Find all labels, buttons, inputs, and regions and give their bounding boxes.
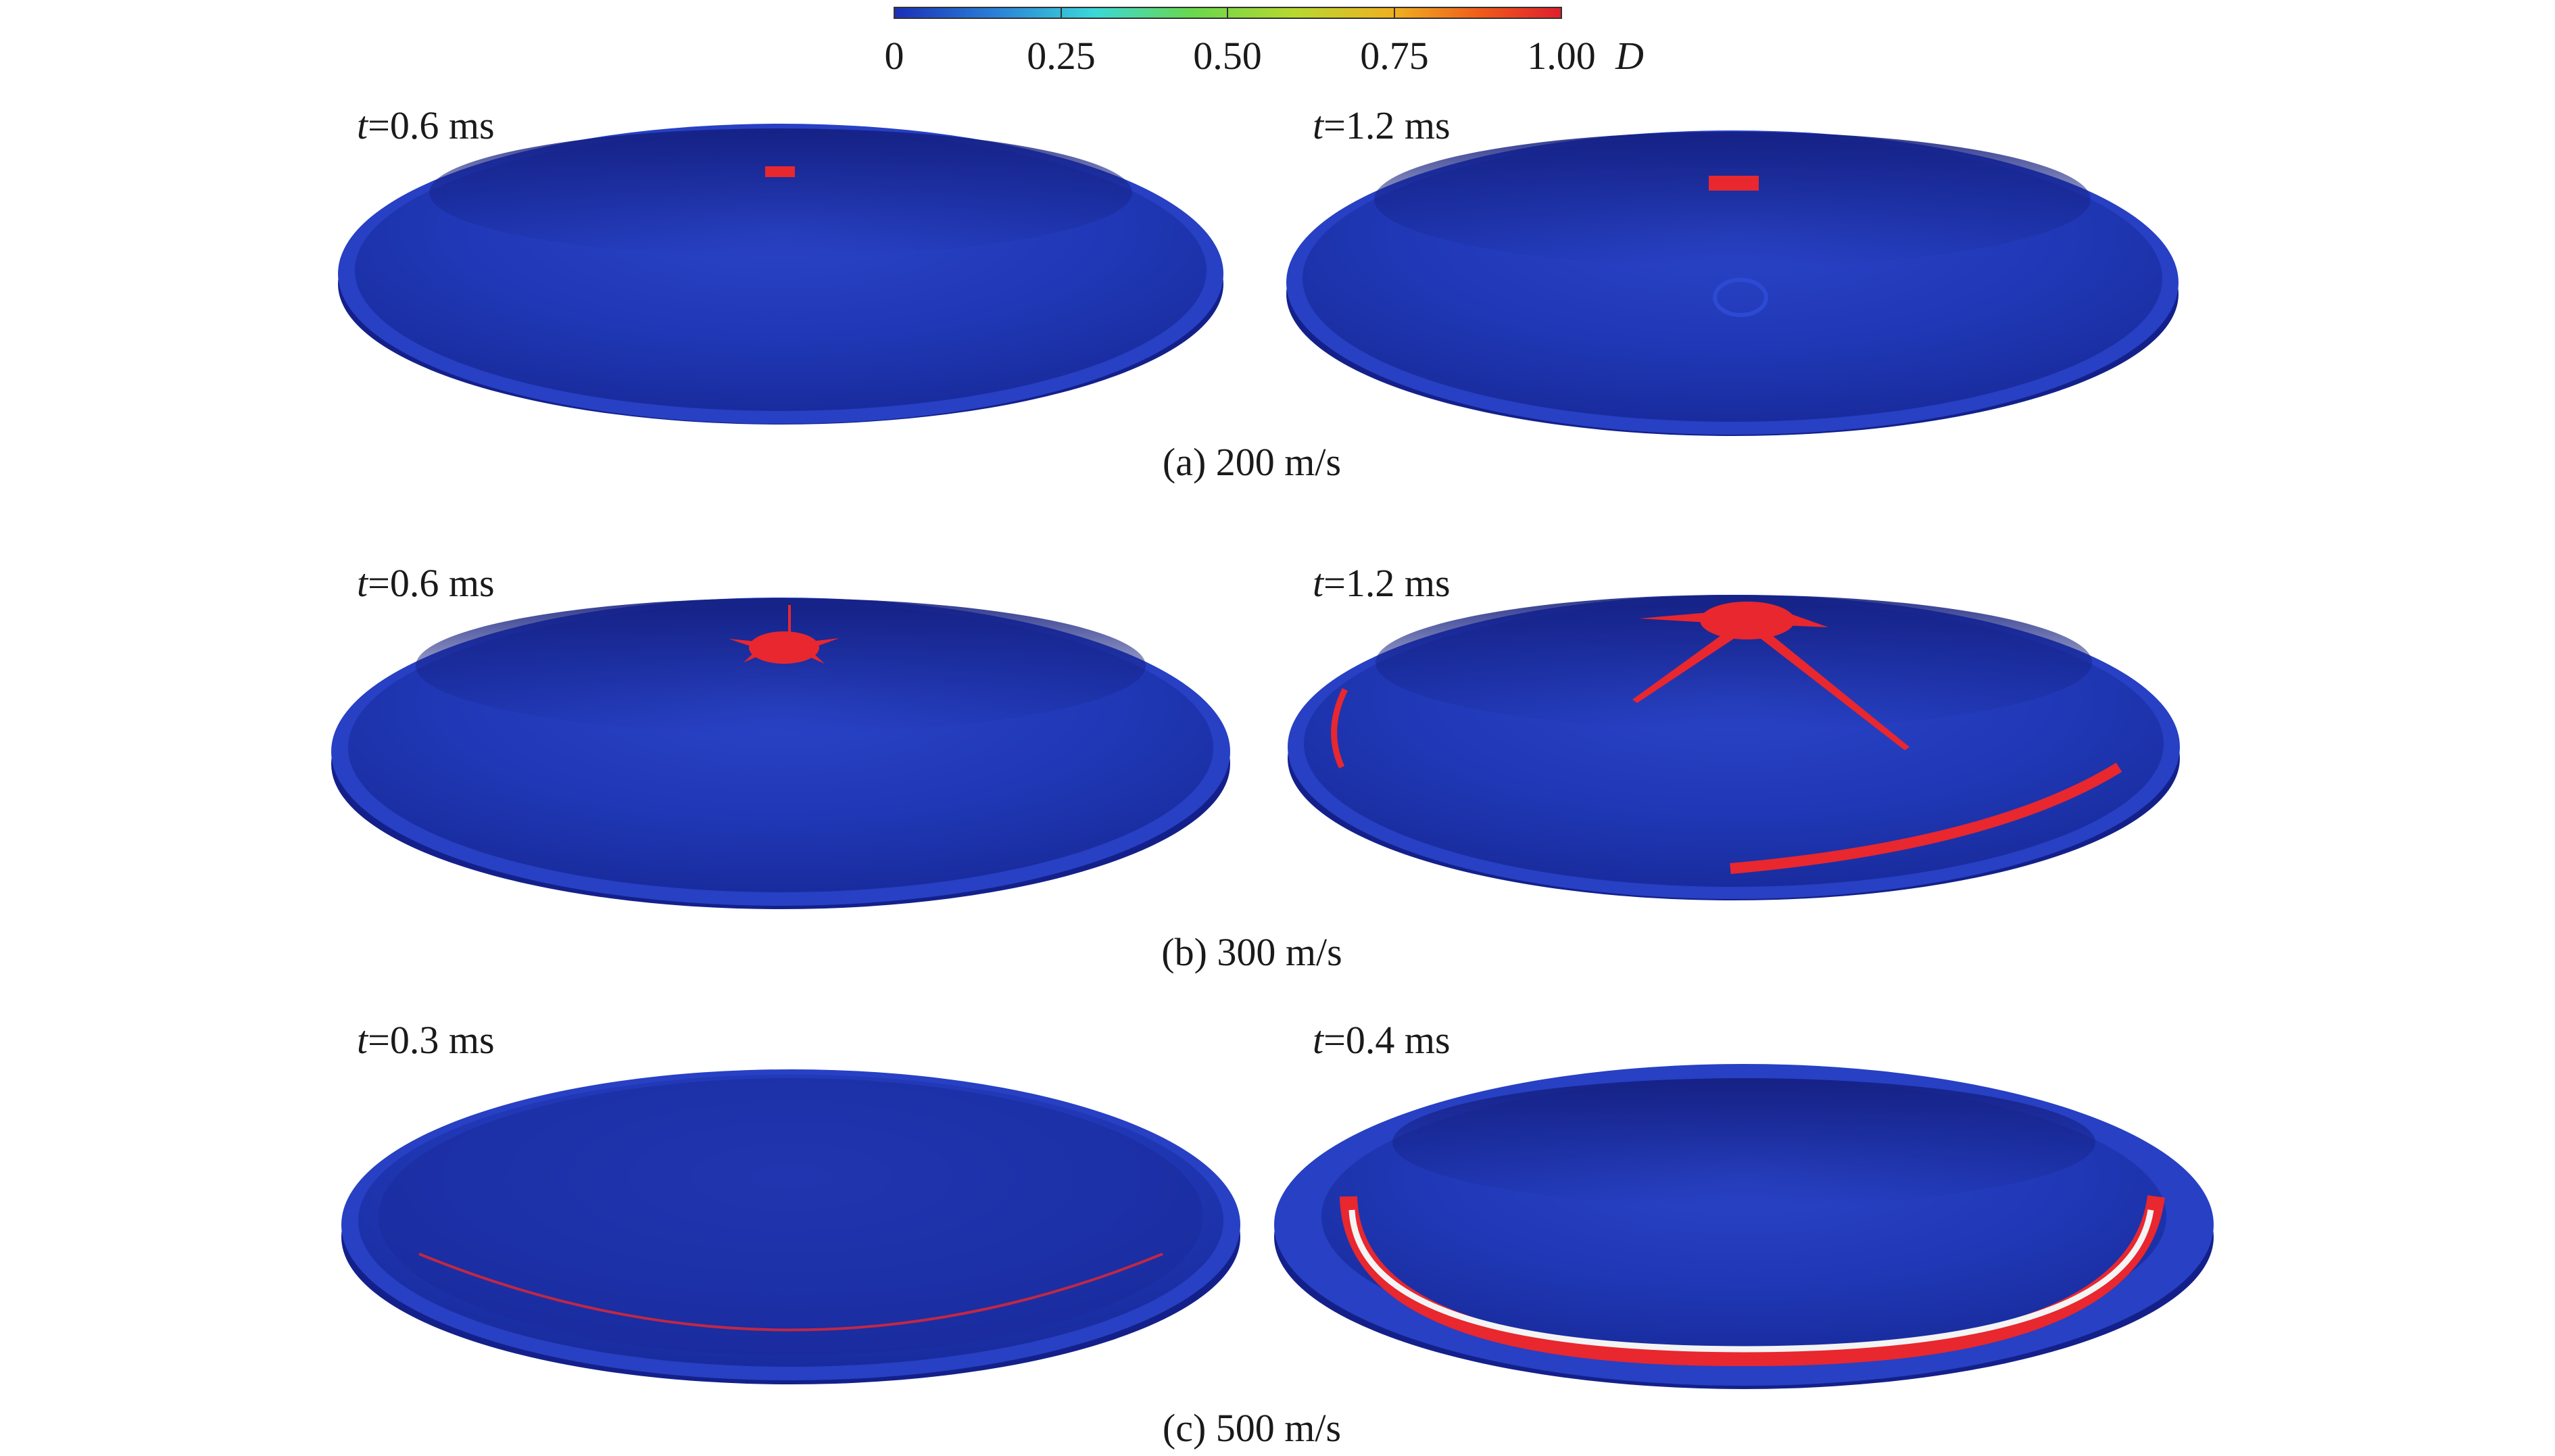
colorbar-variable: D — [1615, 34, 1644, 78]
time-label: t=0.6 ms — [357, 561, 495, 605]
plate — [1288, 595, 2180, 900]
plate — [1274, 1064, 2214, 1389]
damage-spot — [1709, 176, 1759, 191]
panel-c-left: t=0.3 ms — [341, 1018, 1240, 1384]
plate — [331, 598, 1230, 909]
damage-ring — [1340, 1195, 2165, 1367]
damage-ring — [418, 1253, 1163, 1332]
panel-a-left: t=0.6 ms — [338, 103, 1223, 424]
colorbar-tick-2: 0.50 — [1193, 34, 1262, 78]
time-label: t=0.6 ms — [357, 103, 495, 147]
damage-spot — [765, 166, 795, 177]
plate — [1286, 130, 2179, 436]
row-caption: (c) 500 m/s — [1163, 1406, 1341, 1450]
colorbar-tick-0: 0 — [885, 34, 904, 78]
panel-b-right: t=1.2 ms — [1288, 561, 2180, 900]
row-c: t=0.3 ms t=0.4 ms (c) 500 m/s — [341, 1018, 2214, 1450]
time-label: t=1.2 ms — [1313, 561, 1451, 605]
panel-a-right: t=1.2 ms — [1286, 103, 2179, 436]
time-label: t=0.3 ms — [357, 1018, 495, 1062]
row-b: t=0.6 ms t=1.2 ms — [331, 561, 2180, 974]
panel-b-left: t=0.6 ms — [331, 561, 1230, 909]
damage-cracks — [1331, 602, 2122, 874]
plate — [338, 124, 1223, 424]
colorbar-tick-3: 0.75 — [1360, 34, 1429, 78]
panel-c-right: t=0.4 ms — [1274, 1018, 2214, 1389]
damage-star — [729, 605, 840, 664]
row-caption: (b) 300 m/s — [1161, 930, 1342, 974]
colorbar-tick-1: 0.25 — [1027, 34, 1096, 78]
colorbar: 0 0.25 0.50 0.75 1.00 D — [885, 7, 1644, 78]
time-label: t=0.4 ms — [1313, 1018, 1451, 1062]
row-caption: (a) 200 m/s — [1163, 440, 1341, 484]
plate — [341, 1069, 1240, 1384]
row-a: t=0.6 ms t=1.2 ms (a) 200 m/s — [338, 103, 2179, 484]
colorbar-tick-4: 1.00 — [1527, 34, 1596, 78]
time-label: t=1.2 ms — [1313, 103, 1451, 147]
colorbar-ticks — [1061, 7, 1395, 18]
